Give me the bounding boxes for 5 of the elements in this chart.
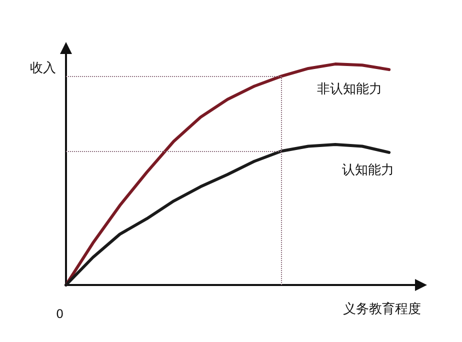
- x-axis-title: 义务教育程度: [343, 301, 421, 317]
- series-label: 非认知能力: [317, 82, 382, 98]
- text: 0: [56, 307, 64, 321]
- y-axis-title: 收入: [30, 61, 56, 76]
- series-label: 认知能力: [342, 162, 394, 178]
